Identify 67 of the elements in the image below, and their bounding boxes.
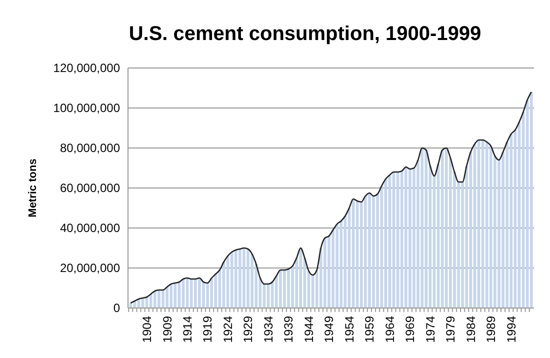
chart-title: U.S. cement consumption, 1900-1999 [128,23,482,45]
bar [384,179,388,308]
bar [162,290,164,308]
y-tick-label: 40,000,000 [60,221,120,236]
x-tick-label: 1909 [160,316,174,343]
x-tick-label: 1979 [444,316,458,343]
x-tick-label: 1934 [261,316,276,343]
bar [214,274,218,308]
x-tick-label: 1959 [362,316,377,343]
bar [400,171,404,308]
x-tick-label: 1954 [342,316,356,343]
y-tick-label: 60,000,000 [60,181,120,196]
bar [202,282,205,308]
bar [234,250,238,308]
bar [246,249,250,308]
bar [190,279,193,308]
x-tick-label: 1964 [382,316,397,343]
x-tick-label: 1994 [504,316,518,343]
y-axis-title: Metric tons [27,158,39,218]
bar [278,270,282,308]
x-tick-label: 1969 [403,316,418,343]
y-tick-label: 0 [113,301,120,316]
bar [424,150,428,308]
x-tick-label: 1929 [241,316,256,343]
y-tick-label: 80,000,000 [60,141,120,156]
x-tick-label: 1904 [140,316,154,343]
bar [198,278,201,308]
bar [238,249,242,308]
bar [485,142,488,308]
bar [530,92,533,308]
bar [489,146,492,308]
bar [364,196,367,308]
x-tick-label: 1974 [423,316,438,343]
bar [194,279,197,308]
bar [324,238,326,308]
x-tick-label: 1944 [302,316,316,343]
bar [444,148,448,308]
bar [372,196,375,308]
bar [287,269,290,308]
bar [408,169,412,308]
bar [166,287,168,308]
x-tick-label: 1914 [180,316,194,343]
bar [242,248,246,308]
bar [299,248,302,308]
x-tick-label: 1984 [464,316,478,343]
bar [170,284,173,308]
x-tick-label: 1989 [484,316,498,343]
bar [368,193,371,308]
y-tick-label: 120,000,000 [53,61,120,76]
y-tick-label: 20,000,000 [60,261,120,276]
bar [510,134,513,308]
bar [129,303,132,308]
x-tick-label: 1949 [322,316,336,343]
bar [174,283,177,308]
bar [149,294,152,308]
x-tick-label: 1924 [220,316,235,343]
bar [336,224,338,308]
x-tick-label: 1919 [200,316,215,343]
bar [404,167,408,308]
bar [154,291,156,308]
bar [210,278,214,308]
bar [283,270,286,308]
bar [420,148,424,308]
x-tick-label: 1939 [282,316,296,343]
y-tick-label: 100,000,000 [53,101,120,116]
line-series [130,91,532,304]
bar [158,290,160,308]
